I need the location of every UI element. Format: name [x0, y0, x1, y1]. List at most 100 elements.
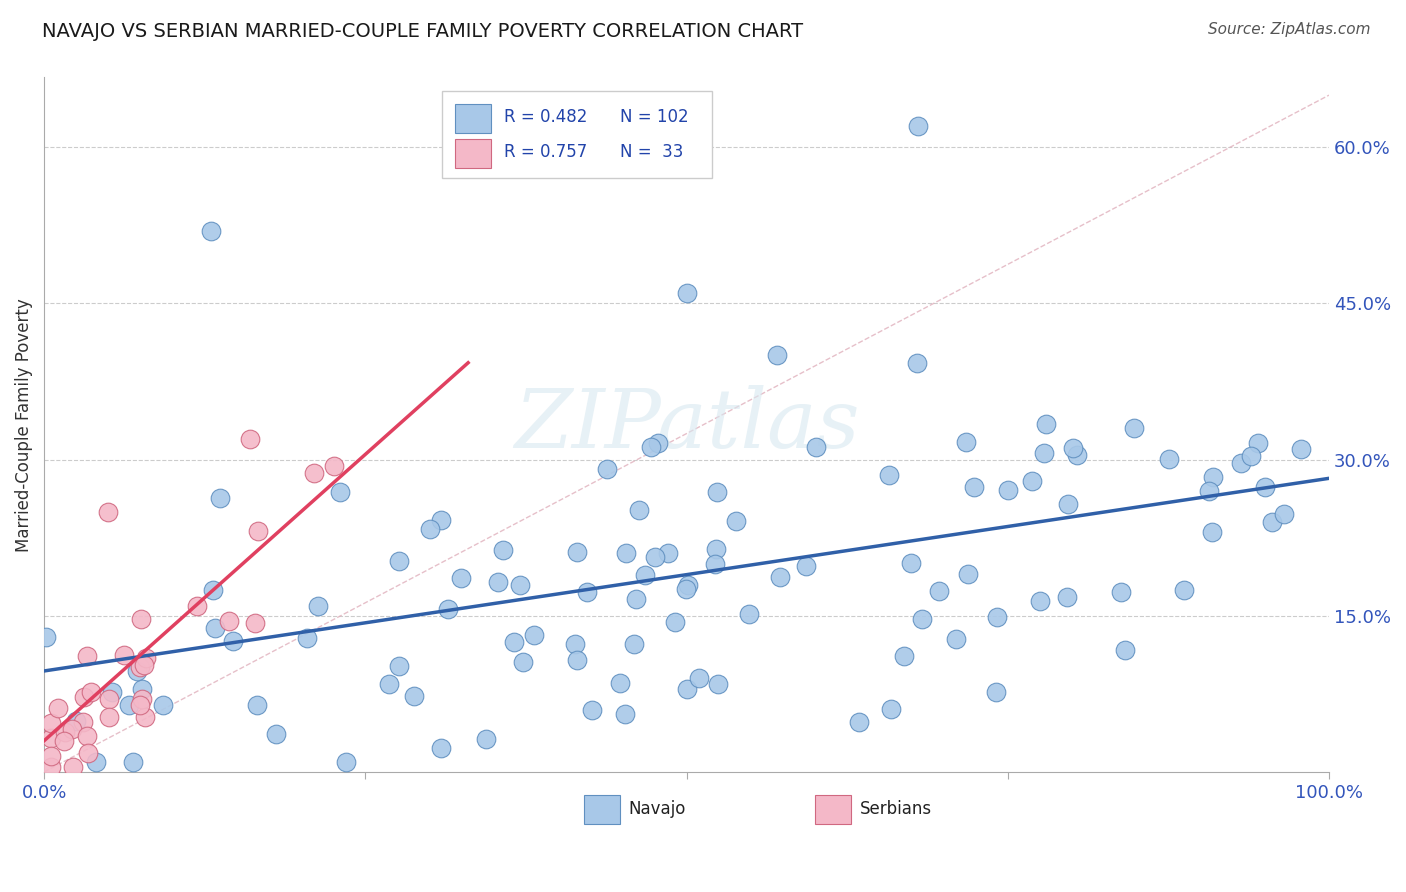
Point [335, 755, 357, 769]
Point [53, 734, 76, 748]
Point [1198, 483, 1220, 498]
Text: R = 0.757: R = 0.757 [505, 143, 588, 161]
Point [1272, 507, 1295, 521]
Point [1021, 474, 1043, 488]
Point [112, 648, 135, 662]
Point [596, 461, 619, 475]
FancyBboxPatch shape [583, 795, 620, 824]
Point [640, 440, 662, 454]
Text: Navajo: Navajo [628, 800, 686, 819]
Point [486, 574, 509, 589]
Point [430, 741, 453, 756]
Point [614, 706, 637, 721]
Point [877, 467, 900, 482]
Point [323, 458, 346, 473]
Point [900, 556, 922, 570]
Point [986, 685, 1008, 699]
Point [474, 731, 496, 746]
Point [879, 702, 901, 716]
Point [128, 698, 150, 713]
Point [39, 748, 62, 763]
Point [97, 691, 120, 706]
Point [246, 698, 269, 713]
Point [1240, 449, 1263, 463]
Point [135, 651, 157, 665]
Point [627, 503, 650, 517]
Point [1201, 524, 1223, 539]
Point [378, 677, 401, 691]
Point [419, 522, 441, 536]
Point [72, 690, 94, 704]
Point [957, 566, 980, 581]
Point [388, 554, 411, 568]
Point [200, 223, 222, 237]
Point [664, 615, 686, 629]
Point [910, 612, 932, 626]
Point [76, 729, 98, 743]
Point [53, 725, 76, 739]
Point [152, 698, 174, 713]
Point [492, 543, 515, 558]
Point [1202, 469, 1225, 483]
Text: N = 102: N = 102 [620, 108, 689, 126]
Point [129, 612, 152, 626]
Point [624, 592, 647, 607]
Point [1066, 448, 1088, 462]
Point [39, 731, 62, 745]
Point [97, 709, 120, 723]
Point [512, 656, 534, 670]
Bar [443, 91, 713, 178]
Point [986, 609, 1008, 624]
Point [264, 727, 287, 741]
Point [634, 568, 657, 582]
Point [60, 723, 83, 737]
Point [131, 681, 153, 696]
Text: ZIPatlas: ZIPatlas [513, 384, 859, 465]
Point [97, 505, 120, 519]
Point [132, 657, 155, 672]
Point [581, 703, 603, 717]
Point [1109, 584, 1132, 599]
Point [76, 649, 98, 664]
Point [101, 684, 124, 698]
Point [963, 480, 986, 494]
Point [1033, 446, 1056, 460]
Point [218, 614, 240, 628]
Text: Source: ZipAtlas.com: Source: ZipAtlas.com [1208, 22, 1371, 37]
Point [307, 599, 329, 613]
Point [128, 660, 150, 674]
Point [131, 692, 153, 706]
Point [204, 621, 226, 635]
Point [567, 653, 589, 667]
Point [1159, 451, 1181, 466]
Point [928, 583, 950, 598]
Point [430, 513, 453, 527]
Point [222, 634, 245, 648]
Point [848, 714, 870, 729]
Y-axis label: Married-Couple Family Poverty: Married-Couple Family Poverty [15, 298, 32, 551]
Point [86, 755, 108, 769]
FancyBboxPatch shape [456, 103, 491, 133]
Point [647, 436, 669, 450]
Point [905, 356, 928, 370]
Point [62, 760, 84, 774]
Point [1029, 593, 1052, 607]
Point [134, 710, 156, 724]
Point [804, 440, 827, 454]
Point [609, 676, 631, 690]
Point [769, 570, 792, 584]
Point [302, 466, 325, 480]
Point [125, 664, 148, 678]
Point [122, 755, 145, 769]
Point [704, 542, 727, 557]
Text: N =  33: N = 33 [620, 143, 683, 161]
Point [893, 648, 915, 663]
Point [706, 485, 728, 500]
Point [657, 546, 679, 560]
Point [1247, 436, 1270, 450]
Point [623, 637, 645, 651]
Point [704, 558, 727, 572]
Point [765, 348, 787, 362]
Point [404, 690, 426, 704]
FancyBboxPatch shape [815, 795, 851, 824]
